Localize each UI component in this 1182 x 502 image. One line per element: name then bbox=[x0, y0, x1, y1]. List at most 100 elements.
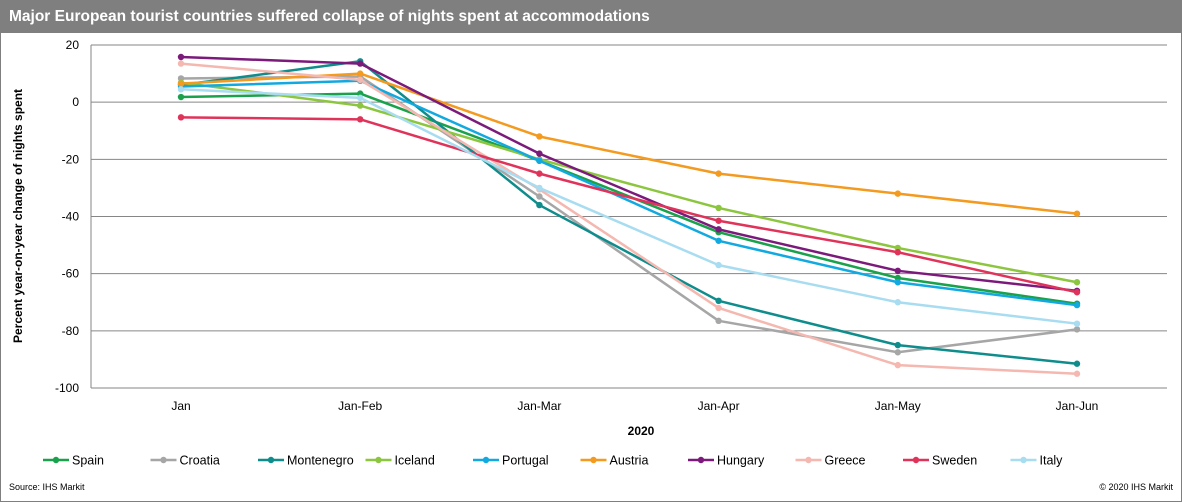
legend-label: Portugal bbox=[502, 454, 549, 468]
series-line bbox=[180, 72, 1078, 215]
series-montenegro bbox=[177, 58, 1081, 367]
data-point bbox=[536, 170, 543, 177]
series-line bbox=[180, 55, 1078, 293]
data-point bbox=[357, 60, 364, 67]
title-bar: Major European tourist countries suffere… bbox=[1, 1, 1181, 33]
legend-marker bbox=[912, 456, 920, 464]
data-point bbox=[1073, 326, 1081, 333]
data-point bbox=[894, 249, 901, 256]
legend: Spain Croatia Montenegro Iceland Portugal Aus… bbox=[43, 454, 1063, 468]
series-croatia bbox=[177, 73, 1081, 356]
x-tick-label: Jan-Apr bbox=[698, 399, 740, 413]
data-point bbox=[894, 299, 901, 306]
legend-label: Spain bbox=[72, 454, 104, 468]
series-iceland bbox=[177, 79, 1081, 286]
data-point bbox=[357, 76, 364, 84]
legend-marker bbox=[482, 456, 490, 464]
y-axis-title: Percent year-on-year change of nights sp… bbox=[11, 89, 25, 343]
legend-label: Sweden bbox=[932, 454, 977, 468]
data-point bbox=[715, 261, 722, 269]
data-point bbox=[536, 150, 543, 157]
y-tick-label: 20 bbox=[66, 38, 80, 52]
legend-label: Greece bbox=[825, 454, 866, 468]
data-point bbox=[177, 53, 185, 61]
series-line bbox=[180, 81, 1078, 284]
data-point bbox=[715, 226, 722, 233]
legend-item: Sweden bbox=[903, 454, 977, 468]
legend-item: Spain bbox=[43, 454, 104, 468]
x-tick-label: Jan-Feb bbox=[338, 399, 382, 413]
data-point bbox=[536, 184, 543, 192]
data-point bbox=[894, 190, 901, 197]
chart-title: Major European tourist countries suffere… bbox=[9, 8, 650, 25]
data-point bbox=[536, 133, 543, 140]
data-point bbox=[536, 157, 543, 164]
legend-item: Iceland bbox=[365, 454, 435, 468]
data-point bbox=[715, 237, 722, 244]
source-note: Source: IHS Markit bbox=[9, 482, 85, 492]
data-point bbox=[177, 60, 185, 67]
legend-label: Iceland bbox=[395, 454, 435, 468]
legend-item: Austria bbox=[580, 454, 648, 468]
series-greece bbox=[177, 60, 1081, 377]
legend-label: Croatia bbox=[180, 454, 220, 468]
y-tick-label: 0 bbox=[72, 95, 79, 109]
data-point bbox=[715, 170, 722, 177]
data-point bbox=[1073, 370, 1081, 377]
legend-marker bbox=[160, 456, 167, 464]
legend-item: Hungary bbox=[688, 454, 765, 468]
legend-item: Italy bbox=[1010, 454, 1064, 468]
data-point bbox=[715, 317, 722, 325]
series-line bbox=[180, 62, 1078, 375]
x-tick-label: Jan-Mar bbox=[517, 399, 561, 413]
data-point bbox=[536, 193, 543, 200]
data-point bbox=[894, 267, 901, 275]
legend-marker bbox=[267, 456, 275, 464]
gridlines bbox=[91, 44, 1167, 389]
y-tick-label: -60 bbox=[62, 267, 80, 281]
data-point bbox=[1073, 360, 1081, 367]
legend-item: Montenegro bbox=[258, 454, 354, 468]
series-line bbox=[180, 116, 1078, 294]
legend-marker bbox=[52, 456, 60, 464]
data-point bbox=[1073, 210, 1081, 217]
legend-marker bbox=[805, 456, 812, 464]
data-point bbox=[536, 201, 543, 209]
data-point bbox=[177, 114, 185, 121]
y-tick-label: -40 bbox=[62, 210, 80, 224]
data-point bbox=[357, 94, 364, 102]
x-tick-label: Jan-May bbox=[875, 399, 921, 413]
data-point bbox=[357, 102, 364, 109]
data-point bbox=[894, 341, 901, 349]
copyright-note: © 2020 IHS Markit bbox=[1099, 482, 1173, 492]
legend-label: Hungary bbox=[717, 454, 765, 468]
data-point bbox=[894, 361, 901, 369]
data-point bbox=[1073, 320, 1081, 327]
data-point bbox=[1073, 301, 1081, 309]
legend-item: Portugal bbox=[473, 454, 549, 468]
series-austria bbox=[177, 70, 1081, 217]
series-line bbox=[180, 79, 1078, 307]
x-tick-label: Jan-Jun bbox=[1056, 399, 1099, 413]
axes: 20 0 -20 -40 -60 -80 -100 Jan Jan-Feb Jan-Mar Jan-… bbox=[55, 38, 1098, 413]
series-line bbox=[180, 60, 1078, 365]
legend-label: Italy bbox=[1040, 454, 1064, 468]
data-point bbox=[357, 116, 364, 123]
y-tick-label: -80 bbox=[62, 324, 80, 338]
legend-marker bbox=[590, 456, 597, 464]
data-point bbox=[177, 93, 185, 101]
legend-marker bbox=[697, 456, 705, 464]
legend-marker bbox=[375, 456, 382, 464]
legend-item: Croatia bbox=[150, 454, 220, 468]
series-line bbox=[180, 88, 1078, 325]
legend-item: Greece bbox=[795, 454, 866, 468]
data-point bbox=[715, 304, 722, 312]
data-point bbox=[715, 217, 722, 224]
y-tick-label: -100 bbox=[55, 381, 79, 395]
data-point bbox=[357, 70, 364, 77]
legend-label: Montenegro bbox=[287, 454, 354, 468]
data-point bbox=[177, 80, 185, 87]
data-point bbox=[894, 279, 901, 286]
